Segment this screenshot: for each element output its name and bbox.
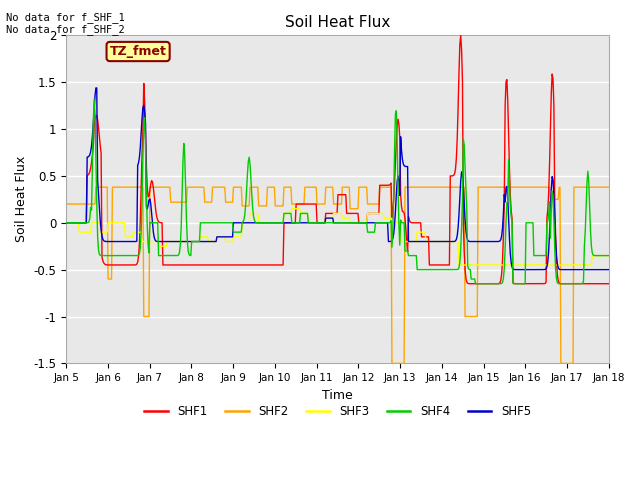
Text: TZ_fmet: TZ_fmet — [109, 45, 166, 58]
Legend: SHF1, SHF2, SHF3, SHF4, SHF5: SHF1, SHF2, SHF3, SHF4, SHF5 — [140, 401, 536, 423]
Y-axis label: Soil Heat Flux: Soil Heat Flux — [15, 156, 28, 242]
Title: Soil Heat Flux: Soil Heat Flux — [285, 15, 390, 30]
Text: No data for f_SHF_1
No data for f_SHF_2: No data for f_SHF_1 No data for f_SHF_2 — [6, 12, 125, 36]
X-axis label: Time: Time — [322, 389, 353, 402]
